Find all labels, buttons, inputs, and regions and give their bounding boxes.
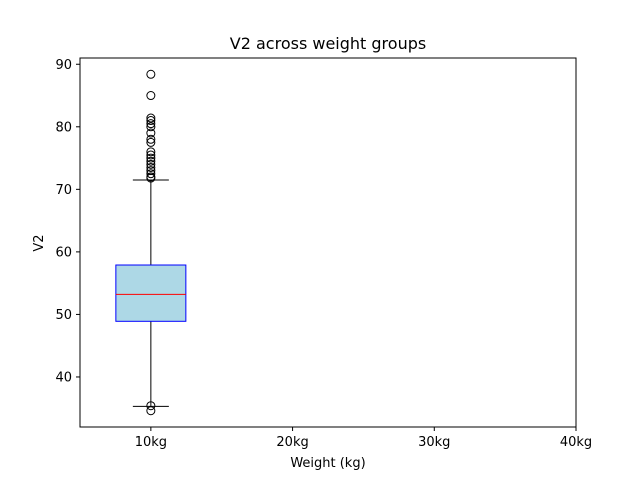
axes-frame	[79, 57, 577, 428]
outlier-point	[146, 401, 156, 411]
y-axis-ticks: 40 50 60 70 80 90	[55, 58, 80, 385]
iqr-box	[115, 264, 187, 322]
x-tick-label: 20kg	[276, 435, 308, 450]
outlier-point	[146, 173, 156, 183]
outlier-point	[146, 116, 156, 126]
outlier-point	[146, 153, 156, 163]
x-tick-label: 10kg	[135, 435, 167, 450]
outlier-point	[146, 91, 156, 101]
outlier-point	[146, 137, 156, 147]
outlier-point	[146, 159, 156, 169]
chart-title: V2 across weight groups	[230, 34, 426, 53]
x-axis-ticks: 10kg 20kg 30kg 40kg	[135, 427, 592, 450]
y-tick-label: 90	[55, 58, 72, 73]
y-tick-label: 50	[55, 308, 72, 323]
outlier-point	[146, 156, 156, 166]
outlier-point	[146, 406, 156, 416]
x-tick-label: 40kg	[560, 435, 592, 450]
y-axis-label: V2	[32, 234, 47, 251]
outlier-point	[146, 147, 156, 157]
outlier-point	[146, 128, 156, 138]
y-tick-label: 80	[55, 120, 72, 135]
y-tick-label: 40	[55, 370, 72, 385]
x-tick-label: 30kg	[418, 435, 450, 450]
outlier-point	[146, 162, 156, 172]
x-axis-label: Weight (kg)	[290, 456, 365, 471]
plot-area	[115, 69, 187, 416]
outlier-point	[146, 113, 156, 123]
outlier-point	[146, 150, 156, 160]
outlier-point	[146, 169, 156, 179]
outlier-point	[146, 122, 156, 132]
y-tick-label: 60	[55, 245, 72, 260]
y-tick-label: 70	[55, 183, 72, 198]
outlier-point	[146, 119, 156, 129]
outlier-point	[146, 69, 156, 79]
outlier-point	[146, 134, 156, 144]
